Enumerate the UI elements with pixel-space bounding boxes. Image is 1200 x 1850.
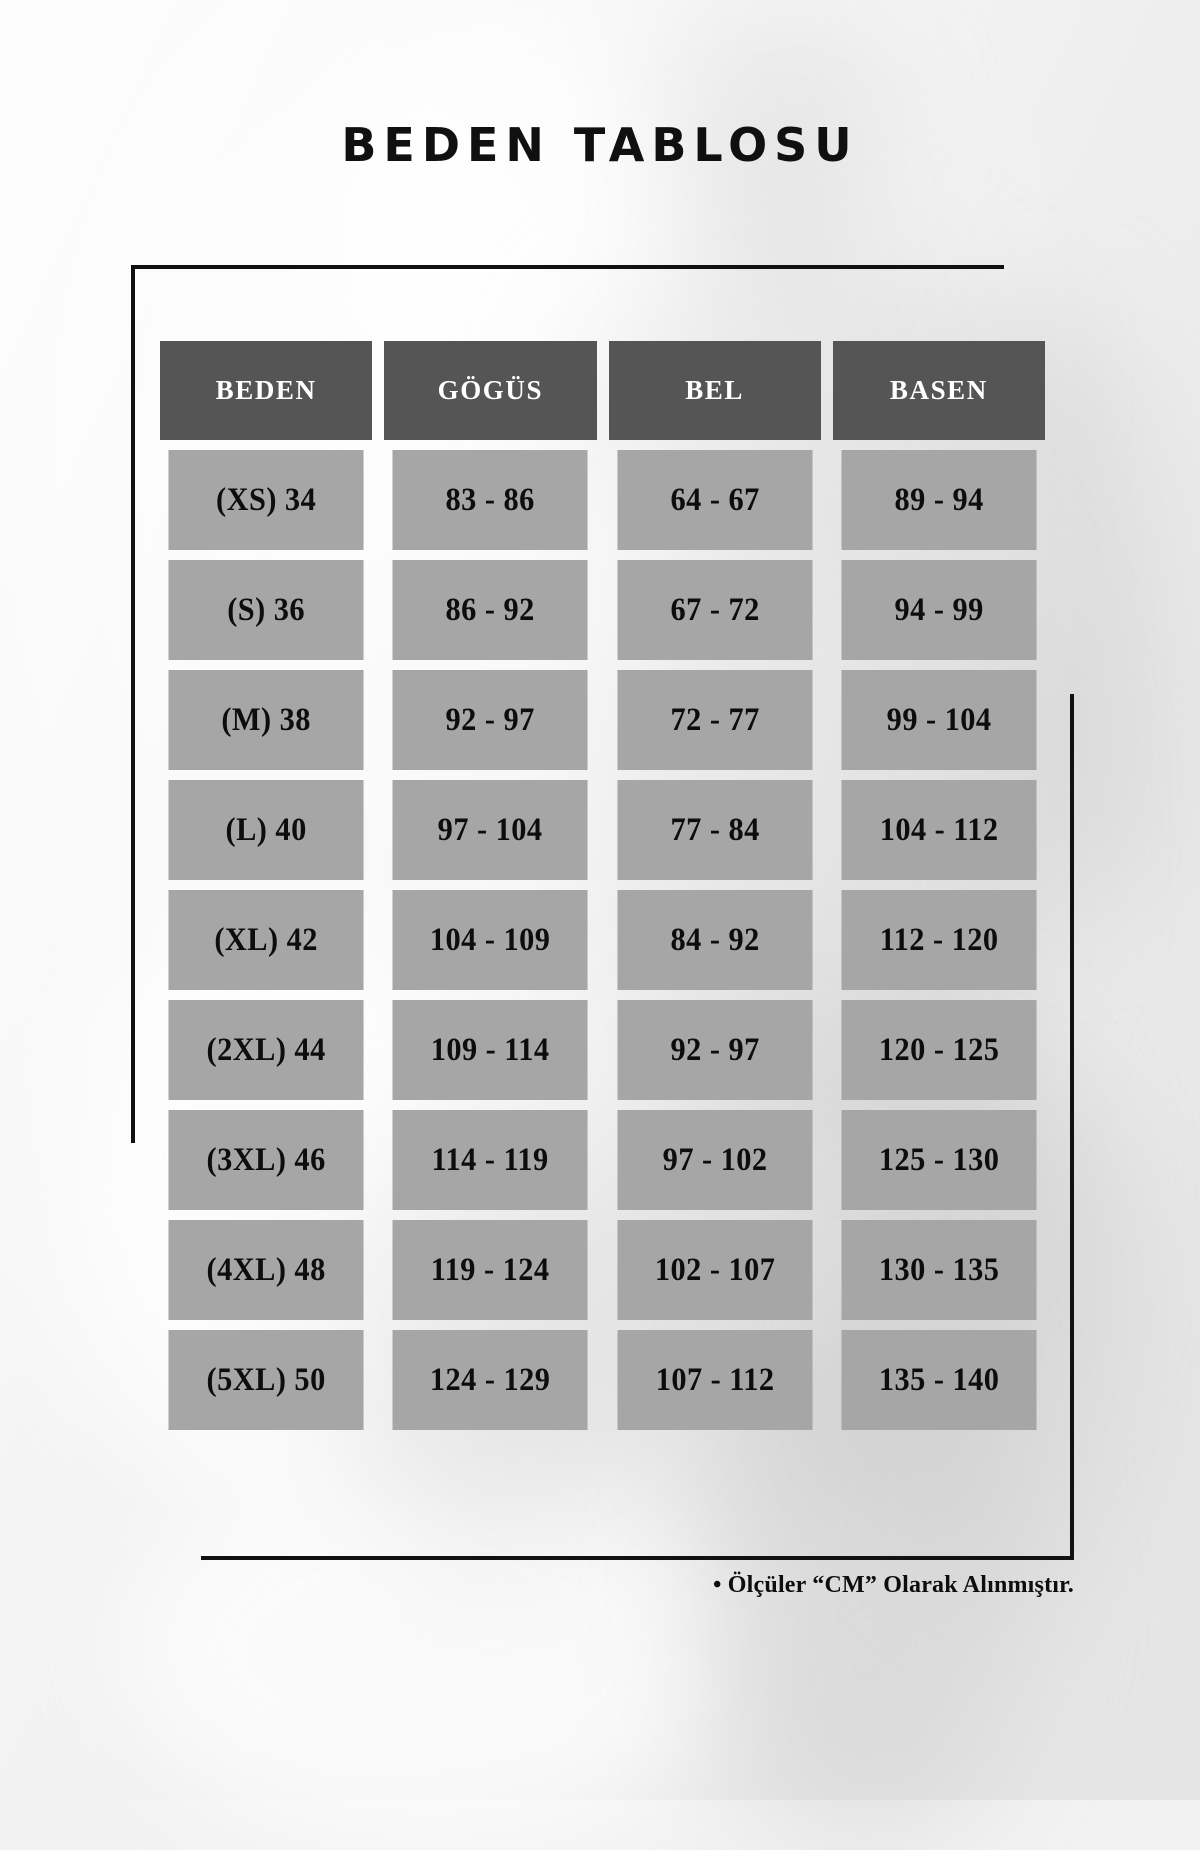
table-row: (XS) 34 83 - 86 64 - 67 89 - 94 [160,450,1045,550]
table-row: (5XL) 50 124 - 129 107 - 112 135 - 140 [160,1330,1045,1430]
cell-gogus: 83 - 86 [392,450,589,550]
cell-bel: 64 - 67 [616,450,813,550]
cell-basen: 120 - 125 [841,1000,1037,1100]
cell-gogus: 114 - 119 [392,1110,589,1210]
cell-beden: (4XL) 48 [168,1220,364,1320]
table-row: (XL) 42 104 - 109 84 - 92 112 - 120 [160,890,1045,990]
cell-beden: (L) 40 [168,780,364,880]
cell-basen: 99 - 104 [841,670,1037,770]
table-row: (4XL) 48 119 - 124 102 - 107 130 - 135 [160,1220,1045,1320]
table-row: (L) 40 97 - 104 77 - 84 104 - 112 [160,780,1045,880]
column-header-basen: BASEN [832,341,1045,440]
measurement-unit-note: • Ölçüler “CM” Olarak Alınmıştır. [713,1572,1074,1598]
cell-beden: (3XL) 46 [168,1110,364,1210]
decorative-rule-top-left-vertical [131,265,135,1143]
cell-beden: (S) 36 [168,560,364,660]
cell-basen: 89 - 94 [841,450,1037,550]
column-header-beden: BEDEN [160,341,373,440]
cell-basen: 130 - 135 [841,1220,1037,1320]
size-table: BEDEN GÖGÜS BEL BASEN (XS) 34 83 - 86 64… [160,341,1045,1430]
cell-bel: 92 - 97 [616,1000,813,1100]
cell-beden: (XS) 34 [168,450,364,550]
decorative-rule-top-left-horizontal [131,265,1004,269]
column-header-gogus: GÖGÜS [384,341,597,440]
decorative-rule-bottom-right-vertical [1070,694,1074,1560]
cell-gogus: 119 - 124 [392,1220,589,1320]
cell-beden: (XL) 42 [168,890,364,990]
table-row: (3XL) 46 114 - 119 97 - 102 125 - 130 [160,1110,1045,1210]
cell-gogus: 92 - 97 [392,670,589,770]
cell-basen: 125 - 130 [841,1110,1037,1210]
table-row: (2XL) 44 109 - 114 92 - 97 120 - 125 [160,1000,1045,1100]
cell-basen: 94 - 99 [841,560,1037,660]
cell-basen: 135 - 140 [841,1330,1037,1430]
cell-beden: (5XL) 50 [168,1330,364,1430]
table-row: (S) 36 86 - 92 67 - 72 94 - 99 [160,560,1045,660]
cell-basen: 104 - 112 [841,780,1037,880]
cell-gogus: 124 - 129 [392,1330,589,1430]
cell-gogus: 109 - 114 [392,1000,589,1100]
table-row: (M) 38 92 - 97 72 - 77 99 - 104 [160,670,1045,770]
cell-bel: 84 - 92 [616,890,813,990]
table-header-row: BEDEN GÖGÜS BEL BASEN [160,341,1045,440]
cell-bel: 97 - 102 [616,1110,813,1210]
cell-beden: (2XL) 44 [168,1000,364,1100]
cell-bel: 77 - 84 [616,780,813,880]
cell-bel: 72 - 77 [616,670,813,770]
cell-gogus: 104 - 109 [392,890,589,990]
cell-basen: 112 - 120 [841,890,1037,990]
cell-bel: 67 - 72 [616,560,813,660]
decorative-rule-bottom-right-horizontal [201,1556,1074,1560]
cell-beden: (M) 38 [168,670,364,770]
cell-gogus: 97 - 104 [392,780,589,880]
cell-bel: 107 - 112 [616,1330,813,1430]
cell-bel: 102 - 107 [616,1220,813,1320]
page-title: BEDEN TABLOSU [341,118,859,172]
size-chart-page: BEDEN TABLOSU BEDEN GÖGÜS BEL BASEN (XS)… [131,118,1074,1598]
column-header-bel: BEL [608,341,821,440]
cell-gogus: 86 - 92 [392,560,589,660]
